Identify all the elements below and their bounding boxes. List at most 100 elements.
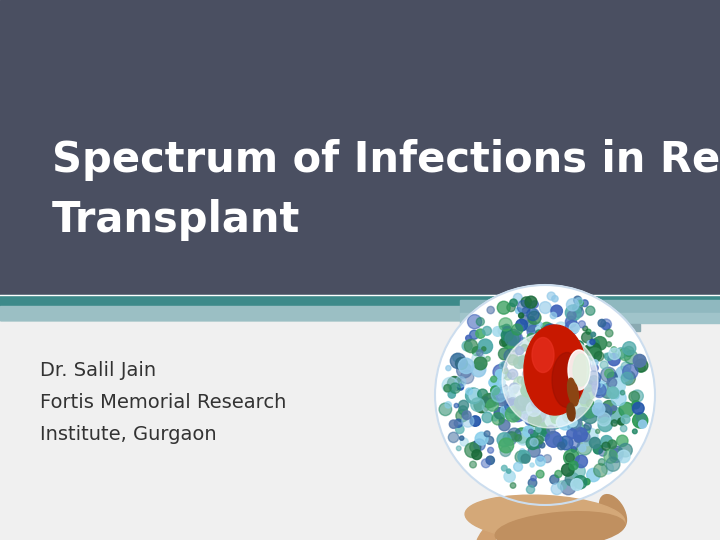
Circle shape — [567, 378, 575, 385]
Circle shape — [513, 462, 523, 471]
Circle shape — [539, 367, 551, 378]
Circle shape — [609, 408, 624, 423]
Circle shape — [530, 383, 544, 396]
Circle shape — [602, 442, 610, 450]
Circle shape — [513, 410, 521, 418]
Circle shape — [554, 346, 559, 352]
Circle shape — [539, 383, 550, 395]
Circle shape — [508, 428, 521, 441]
Circle shape — [581, 300, 588, 307]
Circle shape — [539, 397, 545, 404]
Circle shape — [550, 475, 559, 484]
Circle shape — [542, 337, 553, 348]
Circle shape — [572, 303, 582, 313]
Circle shape — [545, 414, 558, 427]
Circle shape — [531, 383, 542, 394]
Circle shape — [546, 431, 562, 447]
Circle shape — [546, 366, 549, 370]
Circle shape — [584, 478, 590, 485]
Circle shape — [629, 392, 639, 402]
Circle shape — [450, 353, 466, 369]
Circle shape — [613, 393, 619, 399]
Circle shape — [541, 407, 546, 411]
Circle shape — [531, 376, 536, 381]
Ellipse shape — [582, 529, 600, 540]
Circle shape — [523, 404, 534, 415]
Circle shape — [603, 322, 610, 330]
Circle shape — [536, 456, 546, 466]
Circle shape — [505, 410, 510, 414]
Circle shape — [633, 413, 648, 428]
Circle shape — [518, 356, 528, 367]
Circle shape — [531, 309, 537, 315]
Circle shape — [462, 415, 474, 427]
Circle shape — [459, 436, 464, 440]
Circle shape — [460, 382, 464, 386]
Circle shape — [470, 416, 480, 426]
Circle shape — [600, 367, 616, 382]
Circle shape — [528, 403, 541, 415]
Circle shape — [528, 445, 540, 457]
Circle shape — [576, 390, 582, 396]
Circle shape — [521, 297, 531, 307]
Circle shape — [482, 401, 493, 413]
Circle shape — [558, 385, 564, 392]
Circle shape — [536, 382, 542, 389]
Circle shape — [523, 388, 531, 396]
Circle shape — [469, 389, 481, 401]
Circle shape — [570, 419, 580, 430]
Circle shape — [510, 483, 516, 488]
Circle shape — [571, 447, 577, 452]
Circle shape — [588, 340, 593, 346]
Circle shape — [536, 470, 544, 478]
Bar — [0, 0, 720, 295]
Circle shape — [554, 335, 561, 341]
Circle shape — [621, 373, 633, 384]
Circle shape — [583, 409, 598, 423]
Circle shape — [598, 458, 605, 465]
Circle shape — [567, 415, 582, 430]
Circle shape — [527, 423, 542, 438]
Circle shape — [535, 357, 550, 373]
Circle shape — [611, 420, 618, 426]
Bar — [460, 324, 640, 331]
Circle shape — [528, 323, 539, 335]
Circle shape — [544, 369, 549, 374]
Circle shape — [570, 461, 578, 470]
Circle shape — [593, 381, 606, 394]
Circle shape — [518, 338, 528, 349]
Circle shape — [521, 392, 534, 406]
Circle shape — [534, 376, 546, 388]
Circle shape — [563, 406, 567, 410]
Circle shape — [569, 467, 574, 471]
Circle shape — [587, 400, 594, 407]
Circle shape — [522, 390, 534, 403]
Circle shape — [546, 426, 555, 434]
Circle shape — [577, 357, 589, 370]
Circle shape — [552, 295, 558, 302]
Circle shape — [541, 377, 547, 383]
Circle shape — [454, 419, 462, 427]
Circle shape — [608, 440, 616, 449]
Circle shape — [555, 348, 565, 358]
Circle shape — [509, 433, 518, 442]
Circle shape — [477, 389, 487, 399]
Circle shape — [580, 397, 588, 406]
Circle shape — [477, 350, 483, 356]
Text: Spectrum of Infections in Renal: Spectrum of Infections in Renal — [52, 139, 720, 181]
Circle shape — [536, 371, 546, 381]
Ellipse shape — [573, 354, 589, 386]
Circle shape — [491, 386, 500, 395]
Circle shape — [528, 413, 541, 426]
Circle shape — [454, 403, 459, 408]
Circle shape — [531, 475, 536, 481]
Circle shape — [563, 381, 572, 390]
Circle shape — [469, 442, 481, 453]
Circle shape — [580, 425, 590, 435]
Circle shape — [584, 345, 592, 353]
Circle shape — [502, 332, 598, 428]
Circle shape — [529, 395, 538, 403]
Circle shape — [539, 302, 552, 314]
Ellipse shape — [559, 534, 575, 540]
Circle shape — [566, 347, 577, 357]
